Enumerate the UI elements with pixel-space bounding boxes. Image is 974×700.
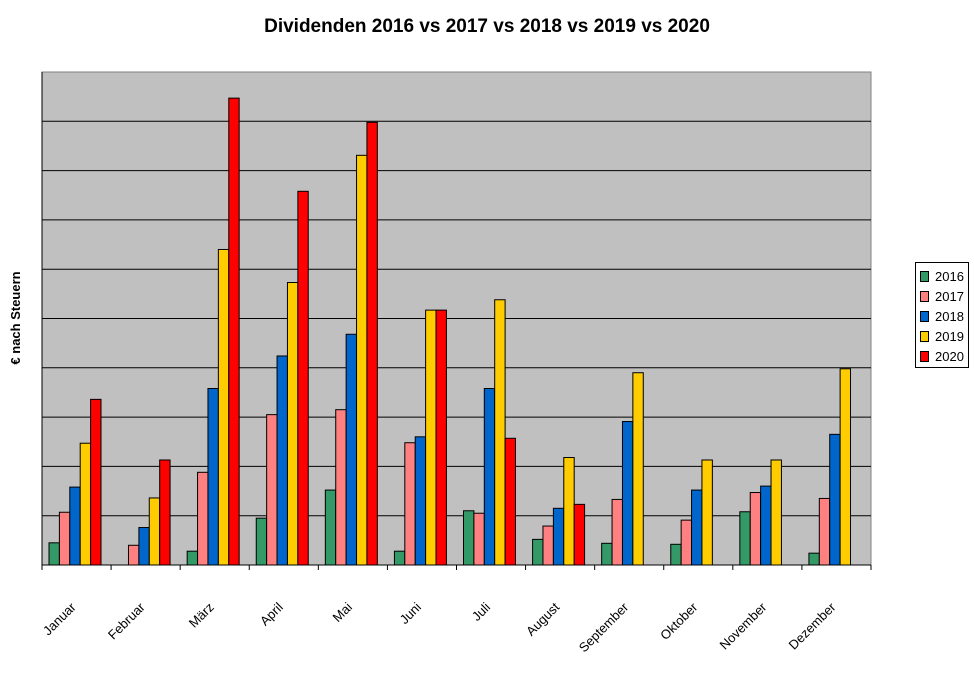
bar-2017-februar [127, 544, 140, 566]
bar-2019-november [770, 459, 782, 566]
x-tick-label: Mai [330, 599, 355, 624]
bar-2020-märz [228, 97, 240, 566]
bar-2019-august [563, 457, 575, 566]
bar-2017-november [749, 492, 762, 566]
bar-2018-november [760, 485, 772, 566]
bar-2017-august [542, 525, 554, 566]
x-tick-label: April [257, 599, 286, 628]
x-tick-label: Dezember [786, 599, 839, 652]
legend-item: 2019 [920, 326, 968, 346]
bar-2019-januar [79, 442, 92, 566]
bar-2018-märz [207, 388, 219, 566]
bar-2019-september [632, 372, 644, 566]
bar-2018-september [621, 421, 634, 566]
bar-2019-juli [494, 299, 506, 566]
x-tick-label: März [186, 600, 217, 631]
bar-2017-dezember [818, 497, 831, 566]
legend-item: 2016 [920, 266, 968, 286]
bar-2020-juni [435, 309, 447, 566]
axes [41, 72, 872, 570]
bar-2020-februar [159, 459, 171, 566]
x-tick-label: Juni [397, 599, 425, 627]
x-tick-label: Juli [469, 599, 493, 623]
bar-2020-august [573, 503, 586, 566]
bar-2019-märz [217, 248, 230, 566]
bar-2016-dezember [808, 552, 820, 566]
bar-2020-mai [366, 121, 378, 566]
bar-2020-januar [90, 398, 102, 566]
bar-2016-august [532, 538, 544, 566]
bar-2018-mai [345, 333, 358, 566]
bar-2018-juni [414, 436, 427, 566]
bar-2016-mai [324, 489, 337, 566]
bar-2016-märz [186, 550, 199, 566]
legend-label: 2019 [935, 328, 964, 344]
bar-2019-dezember [839, 368, 852, 566]
bar-2017-april [266, 414, 278, 566]
bar-2016-november [739, 511, 751, 566]
legend-label: 2017 [935, 288, 964, 304]
bar-2018-februar [138, 527, 150, 566]
bar-2016-juli [463, 510, 475, 566]
gridlines [42, 120, 871, 517]
legend-item: 2020 [920, 346, 968, 366]
legend-label: 2016 [935, 268, 964, 284]
legend-item: 2017 [920, 286, 968, 306]
bar-2016-september [601, 542, 613, 566]
x-tick-label: November [716, 599, 769, 652]
x-tick-label: Januar [40, 599, 79, 638]
y-axis-label: € nach Steuern [8, 271, 23, 364]
bar-2016-juni [393, 550, 406, 566]
bars [48, 97, 852, 566]
bar-2018-august [552, 507, 565, 566]
legend-item: 2018 [920, 306, 968, 326]
bar-2017-januar [58, 511, 71, 566]
legend: 2016 2017 2018 2019 2020 [915, 262, 969, 368]
bar-2018-januar [69, 486, 81, 566]
x-tick-label: August [523, 599, 562, 638]
bar-2019-februar [148, 497, 161, 566]
legend-label: 2018 [935, 308, 964, 324]
x-tick-labels: Januar Februar März April Mai Juni Juli August S… [40, 599, 839, 655]
bar-2020-juli [504, 437, 517, 566]
legend-swatch [920, 330, 929, 342]
bar-2019-mai [356, 154, 368, 566]
bar-2018-april [276, 355, 288, 566]
bar-2017-september [611, 498, 623, 566]
bar-2019-oktober [701, 459, 713, 566]
bar-2016-oktober [670, 543, 682, 566]
bar-2017-mai [335, 409, 347, 566]
bar-2018-juli [483, 388, 496, 566]
x-tick-label: Oktober [657, 599, 701, 643]
bar-2019-april [286, 282, 299, 566]
bar-2018-dezember [829, 433, 841, 566]
x-tick-label: September [576, 599, 632, 655]
legend-swatch [920, 270, 929, 282]
x-tick-label: Februar [105, 599, 148, 642]
legend-swatch [920, 310, 929, 322]
legend-swatch [920, 290, 929, 302]
legend-swatch [920, 350, 929, 362]
bar-2016-januar [48, 542, 60, 566]
bar-2017-märz [197, 471, 209, 566]
bar-2016-april [255, 517, 268, 566]
bar-2018-oktober [691, 489, 703, 566]
bar-2019-juni [425, 309, 437, 566]
chart-title: Dividenden 2016 vs 2017 vs 2018 vs 2019 … [264, 16, 710, 37]
bar-2020-april [297, 190, 309, 566]
bar-2017-oktober [680, 519, 693, 566]
bar-2017-juni [404, 442, 416, 566]
bar-2017-juli [473, 512, 485, 566]
legend-label: 2020 [935, 348, 964, 364]
